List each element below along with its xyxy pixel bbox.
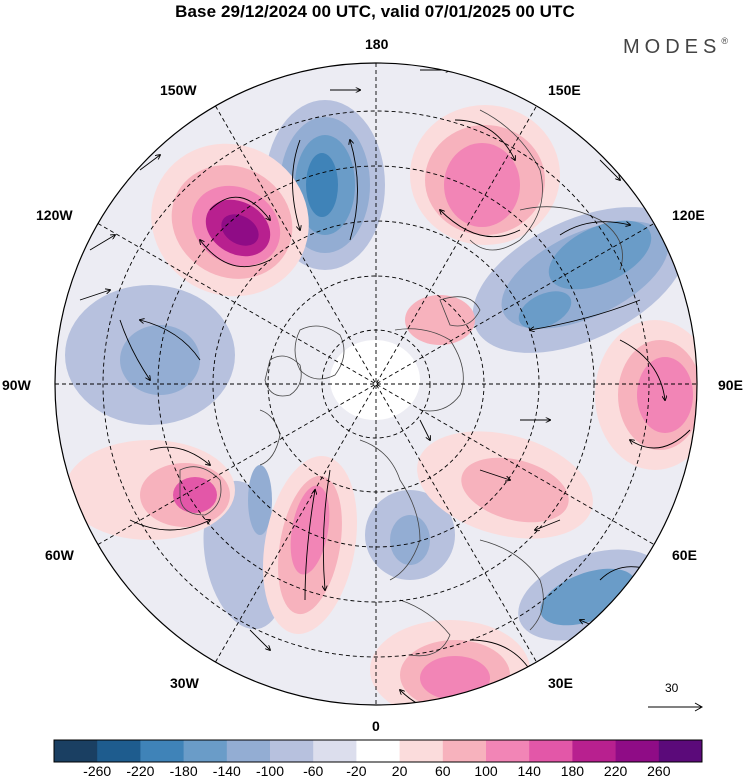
colorbar-tick-label: 100	[474, 763, 498, 779]
lon-label-60e: 60E	[672, 547, 697, 563]
colorbar-tick-label: 60	[435, 763, 451, 779]
lon-label-30w: 30W	[170, 675, 199, 691]
map-title: Base 29/12/2024 00 UTC, valid 07/01/2025…	[175, 2, 575, 21]
colorbar-swatch	[183, 740, 228, 762]
colorbar-swatch	[399, 740, 444, 762]
lon-label-30e: 30E	[548, 675, 573, 691]
colorbar-swatch	[97, 740, 141, 762]
colorbar-swatch	[572, 740, 617, 762]
colorbar-tick-label: -220	[126, 763, 155, 779]
lon-label-120e: 120E	[672, 207, 705, 223]
colorbar-swatch	[140, 740, 185, 762]
colorbar-tick-label: 140	[517, 763, 541, 779]
colorbar-swatch	[658, 740, 703, 762]
lon-label-180: 180	[365, 36, 389, 52]
wind-scale-label: 30	[665, 681, 679, 695]
lon-label-90w: 90W	[2, 377, 31, 393]
colorbar-tick-label: -140	[212, 763, 241, 779]
graticule	[55, 63, 697, 705]
colorbar	[53, 739, 703, 763]
colorbar-tick-label: -60	[303, 763, 324, 779]
wind-vectors	[79, 70, 691, 705]
colorbar-tick-label: 220	[603, 763, 628, 779]
colorbar-tick-label: 180	[560, 763, 585, 779]
lon-label-120w: 120W	[36, 207, 73, 223]
colorbar-swatch	[529, 740, 573, 762]
colorbar-tick-label: -20	[346, 763, 367, 779]
colorbar-swatch	[226, 740, 271, 762]
wind-scale: 30	[645, 680, 715, 720]
colorbar-swatch	[270, 740, 314, 762]
lon-label-60w: 60W	[45, 547, 74, 563]
colorbar-swatch	[313, 740, 357, 762]
colorbar-tick-label: -260	[83, 763, 112, 779]
colorbar-tick-label: 260	[647, 763, 671, 779]
colorbar-tick-label: -180	[169, 763, 198, 779]
colorbar-swatch	[615, 740, 660, 762]
negative-anomalies	[65, 100, 688, 641]
lon-label-90e: 90E	[718, 377, 743, 393]
lon-label-0: 0	[372, 718, 380, 734]
colorbar-swatch	[356, 740, 401, 762]
colorbar-swatch	[486, 740, 530, 762]
colorbar-tick-label: 20	[391, 763, 408, 779]
anomaly-field	[55, 63, 697, 705]
lon-label-150e: 150E	[548, 82, 581, 98]
modes-logo: MODES®	[623, 36, 728, 58]
landmass-outlines	[179, 109, 623, 657]
lon-label-150w: 150W	[160, 82, 197, 98]
colorbar-tick-label: -100	[255, 763, 285, 779]
colorbar-swatch	[54, 740, 98, 762]
colorbar-swatch	[442, 740, 487, 762]
colorbar-tick-labels: -260 -220 -180 -140 -100 -60 -20 20 60 100 140 180 2…	[0, 763, 750, 781]
positive-anomalies	[65, 105, 697, 705]
